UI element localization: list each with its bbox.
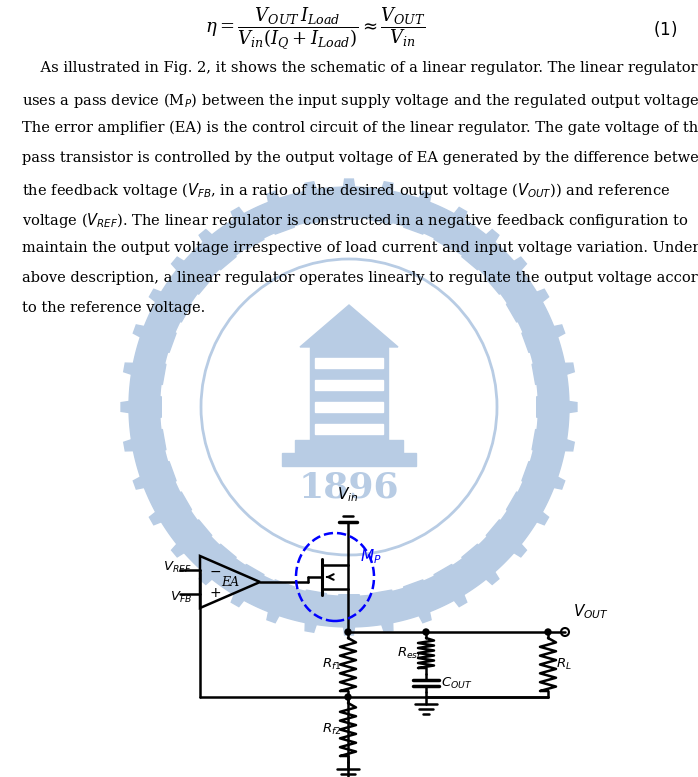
Polygon shape [124,363,166,385]
Polygon shape [522,325,565,353]
Circle shape [545,629,551,635]
Polygon shape [231,564,264,607]
Polygon shape [537,397,577,417]
Polygon shape [129,187,569,627]
Polygon shape [133,325,176,353]
Text: $V_{OUT}$: $V_{OUT}$ [573,603,609,622]
Polygon shape [149,492,191,524]
Text: $\eta = \dfrac{V_{OUT}\,I_{Load}}{V_{in}(I_Q + I_{Load})} \approx \dfrac{V_{OUT}: $\eta = \dfrac{V_{OUT}\,I_{Load}}{V_{in}… [205,6,425,52]
Text: the feedback voltage ($V_{FB}$, in a ratio of the desired output voltage ($V_{OU: the feedback voltage ($V_{FB}$, in a rat… [22,181,671,200]
Polygon shape [267,580,295,622]
Text: $(1)$: $(1)$ [653,19,677,39]
Polygon shape [434,564,467,607]
Text: The error amplifier (EA) is the control circuit of the linear regulator. The gat: The error amplifier (EA) is the control … [22,121,698,135]
Bar [315,380,383,390]
Circle shape [423,629,429,635]
Circle shape [345,629,351,635]
Polygon shape [462,229,499,270]
Text: $C_{OUT}$: $C_{OUT}$ [441,675,473,691]
Text: $V_{in}$: $V_{in}$ [337,486,359,504]
Bar [315,358,383,368]
Polygon shape [486,257,526,294]
Circle shape [201,259,497,555]
Polygon shape [371,590,393,632]
Polygon shape [231,207,264,249]
Polygon shape [133,462,176,489]
Polygon shape [161,219,537,595]
Polygon shape [172,520,212,557]
Polygon shape [300,305,398,347]
Polygon shape [124,430,166,451]
Text: maintain the output voltage irrespective of load current and input voltage varia: maintain the output voltage irrespective… [22,241,698,255]
Text: EA: EA [221,576,239,588]
Bar [295,440,403,454]
Text: $R_{f1}$: $R_{f1}$ [322,657,342,672]
Circle shape [345,694,351,700]
Polygon shape [149,289,191,322]
Text: $V_{REF}$: $V_{REF}$ [163,559,192,574]
Polygon shape [532,430,574,451]
Text: 1896: 1896 [299,470,399,504]
Polygon shape [462,544,499,584]
Polygon shape [434,207,467,249]
Polygon shape [339,179,359,219]
Polygon shape [121,397,161,417]
Text: $R_{f2}$: $R_{f2}$ [322,722,342,737]
Text: above description, a linear regulator operates linearly to regulate the output v: above description, a linear regulator op… [22,271,698,285]
Polygon shape [371,182,393,224]
Text: $M_P$: $M_P$ [360,548,382,566]
Polygon shape [199,544,236,584]
Bar [282,453,416,466]
Polygon shape [339,594,359,635]
Polygon shape [403,191,431,234]
Text: uses a pass device (M$_P$) between the input supply voltage and the regulated ou: uses a pass device (M$_P$) between the i… [22,91,698,110]
Polygon shape [522,462,565,489]
Polygon shape [199,229,236,270]
Polygon shape [532,363,574,385]
Polygon shape [305,182,327,224]
Polygon shape [486,520,526,557]
Text: $-$: $-$ [209,564,221,578]
Bar [315,402,383,412]
Polygon shape [507,289,549,322]
Bar [315,424,383,434]
Polygon shape [172,257,212,294]
Text: $V_{FB}$: $V_{FB}$ [170,590,192,605]
Text: $+$: $+$ [209,586,221,600]
Polygon shape [267,191,295,234]
Text: As illustrated in Fig. 2, it shows the schematic of a linear regulator. The line: As illustrated in Fig. 2, it shows the s… [22,61,697,75]
Text: voltage ($V_{REF}$). The linear regulator is constructed in a negative feedback : voltage ($V_{REF}$). The linear regulato… [22,211,688,230]
Polygon shape [507,492,549,524]
Text: $R_L$: $R_L$ [556,657,572,672]
Polygon shape [403,580,431,622]
Text: to the reference voltage.: to the reference voltage. [22,301,205,315]
Polygon shape [305,590,327,632]
Bar [310,347,388,442]
Text: $R_{esr}$: $R_{esr}$ [397,646,423,660]
Text: pass transistor is controlled by the output voltage of EA generated by the diffe: pass transistor is controlled by the out… [22,151,698,165]
